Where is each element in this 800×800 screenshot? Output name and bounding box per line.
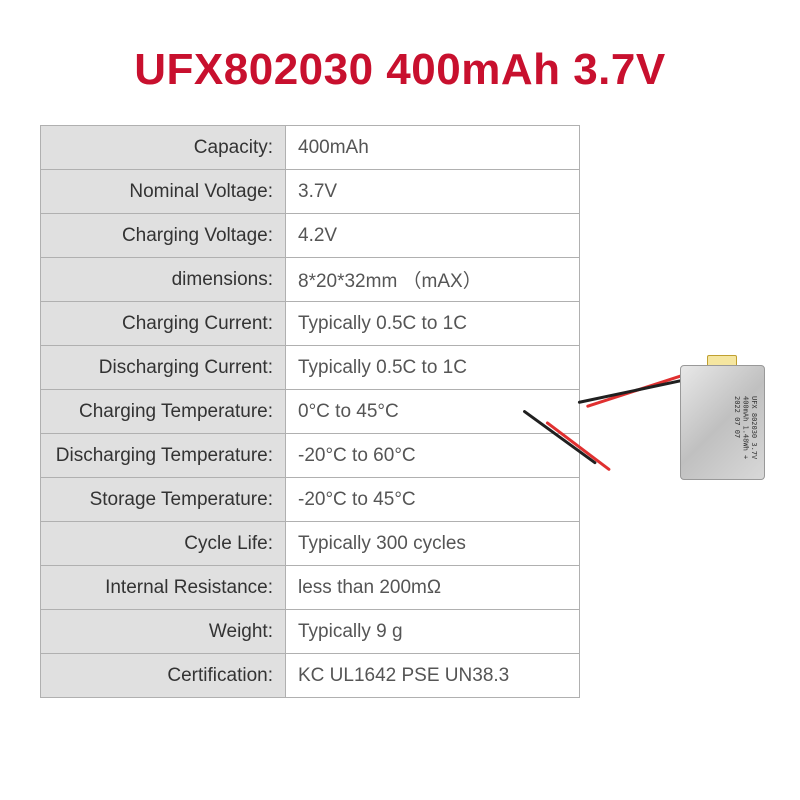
spec-value: 8*20*32mm （mAX） (286, 258, 580, 302)
table-row: Charging Temperature: 0°C to 45°C (41, 390, 580, 434)
battery-label-text: UFX 802030 3.7V 400mAh 1.48Wh + 2022 07 … (733, 396, 758, 479)
spec-value: -20°C to 45°C (286, 478, 580, 522)
table-row: Weight: Typically 9 g (41, 610, 580, 654)
table-row: Internal Resistance: less than 200mΩ (41, 566, 580, 610)
table-row: Discharging Temperature: -20°C to 60°C (41, 434, 580, 478)
table-row: Capacity: 400mAh (41, 126, 580, 170)
battery-body-icon: UFX 802030 3.7V 400mAh 1.48Wh + 2022 07 … (680, 365, 765, 480)
spec-value: Typically 300 cycles (286, 522, 580, 566)
product-title: UFX802030 400mAh 3.7V (0, 0, 800, 125)
table-row: dimensions: 8*20*32mm （mAX） (41, 258, 580, 302)
spec-label: Charging Voltage: (41, 214, 286, 258)
spec-value: 3.7V (286, 170, 580, 214)
table-row: Cycle Life: Typically 300 cycles (41, 522, 580, 566)
spec-label: dimensions: (41, 258, 286, 302)
table-row: Charging Voltage: 4.2V (41, 214, 580, 258)
spec-value: less than 200mΩ (286, 566, 580, 610)
spec-table-body: Capacity: 400mAh Nominal Voltage: 3.7V C… (41, 126, 580, 698)
table-row: Certification: KC UL1642 PSE UN38.3 (41, 654, 580, 698)
table-row: Storage Temperature: -20°C to 45°C (41, 478, 580, 522)
spec-value: Typically 0.5C to 1C (286, 302, 580, 346)
spec-label: Charging Temperature: (41, 390, 286, 434)
spec-value: 0°C to 45°C (286, 390, 580, 434)
content-area: Capacity: 400mAh Nominal Voltage: 3.7V C… (0, 125, 800, 698)
spec-value: Typically 0.5C to 1C (286, 346, 580, 390)
spec-value: 4.2V (286, 214, 580, 258)
table-row: Discharging Current: Typically 0.5C to 1… (41, 346, 580, 390)
battery-image: UFX 802030 3.7V 400mAh 1.48Wh + 2022 07 … (565, 345, 765, 495)
spec-value: -20°C to 60°C (286, 434, 580, 478)
spec-value: KC UL1642 PSE UN38.3 (286, 654, 580, 698)
table-row: Charging Current: Typically 0.5C to 1C (41, 302, 580, 346)
spec-label: Charging Current: (41, 302, 286, 346)
spec-label: Nominal Voltage: (41, 170, 286, 214)
spec-label: Capacity: (41, 126, 286, 170)
spec-label: Discharging Temperature: (41, 434, 286, 478)
spec-label: Certification: (41, 654, 286, 698)
spec-label: Internal Resistance: (41, 566, 286, 610)
spec-table: Capacity: 400mAh Nominal Voltage: 3.7V C… (40, 125, 580, 698)
spec-label: Storage Temperature: (41, 478, 286, 522)
table-row: Nominal Voltage: 3.7V (41, 170, 580, 214)
spec-value: 400mAh (286, 126, 580, 170)
spec-value: Typically 9 g (286, 610, 580, 654)
spec-label: Cycle Life: (41, 522, 286, 566)
spec-label: Discharging Current: (41, 346, 286, 390)
spec-label: Weight: (41, 610, 286, 654)
